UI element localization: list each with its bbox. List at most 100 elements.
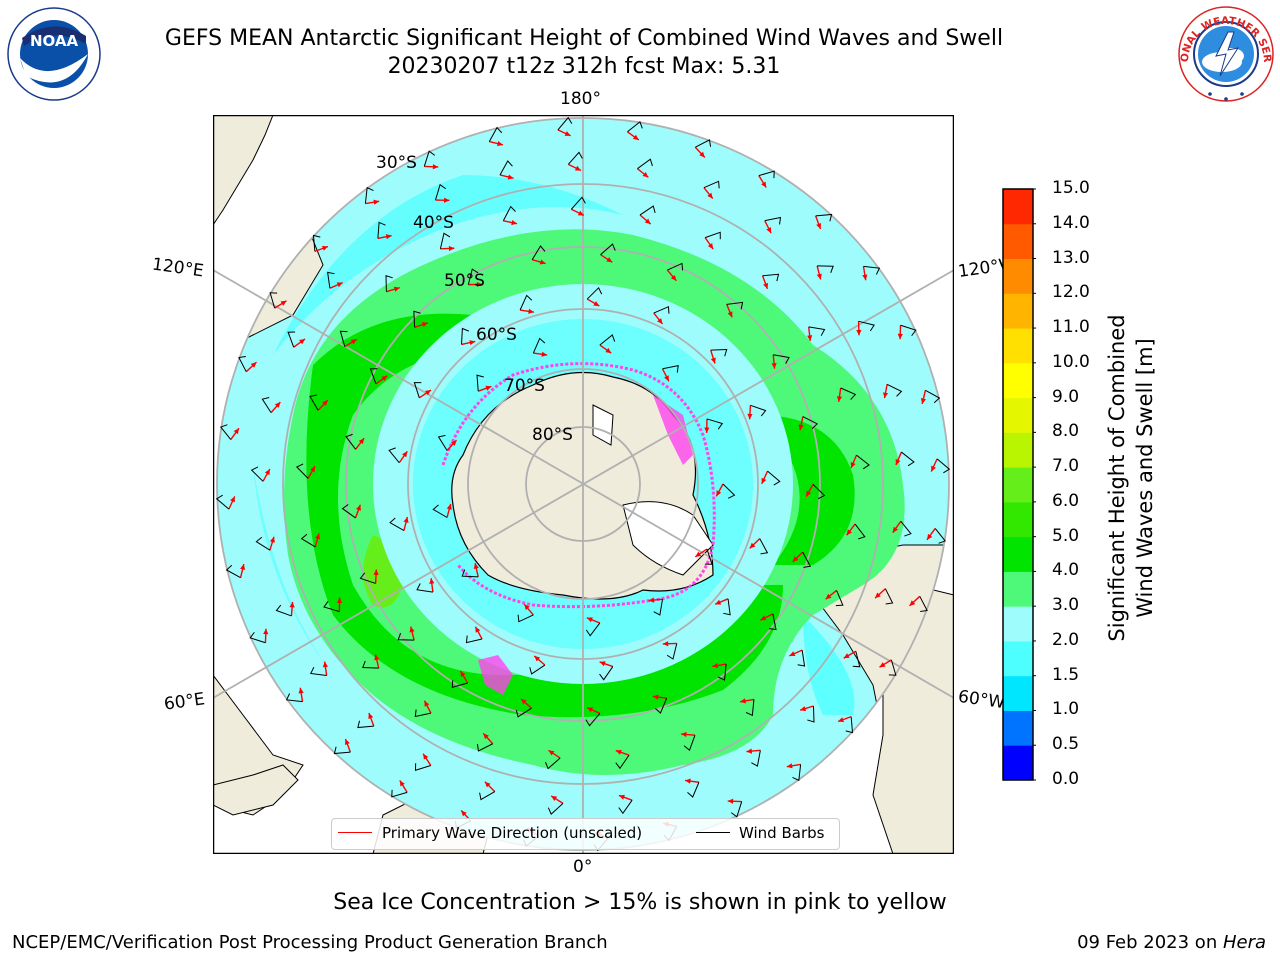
- wave-direction-arrowhead: [806, 490, 812, 497]
- wind-barb: [341, 504, 356, 519]
- colorbar-tick-label: 0.5: [1052, 734, 1080, 755]
- wind-barb: [369, 368, 378, 385]
- colorbar-tick-label: 12.0: [1052, 282, 1090, 303]
- wind-barb: [722, 483, 736, 499]
- wind-barb: [730, 801, 743, 818]
- wave-direction-arrowhead: [909, 600, 916, 606]
- wind-barb: [888, 659, 897, 676]
- wind-barb: [285, 693, 303, 703]
- lat-label-70s: 70°S: [504, 376, 545, 396]
- lon-label-0: 0°: [573, 857, 593, 877]
- wind-barb: [451, 680, 468, 689]
- wave-direction-arrowhead: [289, 601, 295, 608]
- wind-barb: [835, 590, 844, 607]
- wave-direction-arrowhead: [460, 671, 466, 678]
- wind-barb: [726, 301, 744, 310]
- wind-barb: [397, 633, 415, 641]
- colorbar-tick-label: 15.0: [1052, 178, 1090, 198]
- wave-direction-arrowhead: [856, 329, 862, 336]
- wave-direction-arrowhead: [298, 687, 304, 694]
- wave-direction-arrowhead: [476, 281, 483, 288]
- wave-direction-arrowhead: [574, 165, 581, 171]
- wind-barb: [683, 734, 696, 752]
- colorbar-title-line2: Wind Waves and Swell [m]: [1133, 338, 1157, 618]
- wind-barb: [802, 551, 812, 568]
- wind-barb: [389, 517, 405, 531]
- wind-barb: [900, 520, 912, 537]
- wind-barb: [465, 635, 483, 644]
- wave-direction-arrowhead: [931, 465, 936, 472]
- wave-direction-arrowhead: [816, 273, 822, 280]
- wave-direction-arrowhead: [707, 243, 714, 250]
- wave-direction-swatch: [338, 832, 372, 833]
- wave-direction-arrowhead: [497, 141, 503, 147]
- wave-direction-arrowhead: [402, 451, 408, 458]
- wind-barb: [547, 803, 564, 815]
- wind-barb: [936, 458, 951, 474]
- wind-barb: [300, 533, 316, 548]
- wave-direction-arrowhead: [670, 274, 677, 281]
- wave-direction-arrowhead: [344, 739, 350, 746]
- wind-barb: [653, 305, 670, 314]
- colorbar-cell: [1003, 606, 1033, 642]
- wave-direction-arrowhead: [664, 375, 669, 382]
- wave-direction-arrowhead: [483, 733, 489, 740]
- colorbar-tick-label: 4.0: [1052, 560, 1080, 581]
- wind-barb: [599, 666, 614, 681]
- colorbar-tick-label: 9.0: [1052, 386, 1080, 407]
- lat-label-80s: 80°S: [532, 425, 573, 445]
- wind-barb: [437, 434, 448, 451]
- wave-direction-arrowhead: [564, 131, 571, 136]
- wind-barb: [723, 598, 731, 616]
- wave-direction-arrowhead: [761, 181, 767, 188]
- colorbar-tick-label: 14.0: [1052, 212, 1090, 233]
- vector-field: [215, 116, 951, 852]
- colorbar-title: Significant Height of Combined Wind Wave…: [1105, 314, 1157, 641]
- wind-barb: [215, 494, 230, 510]
- wave-direction-arrowhead: [920, 398, 926, 404]
- noaa-logo-icon: NOAA: [7, 7, 101, 101]
- wave-direction-arrowhead: [648, 597, 655, 603]
- wind-barb: [310, 666, 327, 677]
- wind-barb: [585, 622, 601, 637]
- wind-barb: [653, 599, 664, 616]
- wind-barb: [327, 271, 335, 289]
- wave-direction-arrowhead: [897, 333, 903, 340]
- wave-direction-arrowhead: [356, 504, 361, 511]
- wave-direction-arrowhead: [800, 706, 807, 712]
- wave-direction-arrowhead: [507, 174, 514, 180]
- wind-barb: [858, 320, 875, 332]
- wave-direction-arrowhead: [685, 778, 691, 784]
- sea-ice-note: Sea Ice Concentration > 15% is shown in …: [333, 890, 947, 915]
- wind-barb: [745, 699, 755, 717]
- wind-barbs-label: Wind Barbs: [739, 824, 825, 842]
- colorbar-cell: [1003, 223, 1033, 260]
- wave-direction-arrowhead: [315, 533, 321, 540]
- wave-direction-arrowhead: [485, 385, 492, 391]
- wind-barb: [488, 126, 503, 142]
- colorbar-tick-label: 11.0: [1052, 317, 1090, 338]
- wind-barb: [654, 698, 668, 714]
- colorbar-tick-label: 13.0: [1052, 247, 1090, 268]
- wave-direction-arrowhead: [587, 707, 594, 713]
- wave-direction-arrowhead: [263, 628, 269, 635]
- colorbar-cell: [1003, 675, 1033, 711]
- wave-direction-arrowhead: [740, 698, 746, 704]
- wind-barb: [750, 404, 767, 417]
- wind-barb: [599, 334, 616, 346]
- wave-direction-arrowhead: [892, 526, 898, 533]
- wave-direction-arrowhead: [760, 615, 767, 621]
- wind-barb: [817, 265, 834, 273]
- polar-map: [213, 115, 954, 854]
- lon-label-60e: 60°E: [162, 689, 207, 715]
- wind-barb: [710, 349, 728, 357]
- wave-direction-arrowhead: [551, 795, 558, 801]
- wind-barb: [934, 528, 947, 544]
- wave-direction-arrowhead: [642, 171, 649, 178]
- lat-label-60s: 60°S: [476, 325, 517, 345]
- wave-direction-arrowhead: [524, 604, 530, 611]
- wave-direction-arrowhead: [792, 556, 799, 562]
- wave-direction-arrowhead: [710, 357, 716, 364]
- wind-barb: [557, 116, 573, 131]
- wind-barb: [815, 213, 833, 222]
